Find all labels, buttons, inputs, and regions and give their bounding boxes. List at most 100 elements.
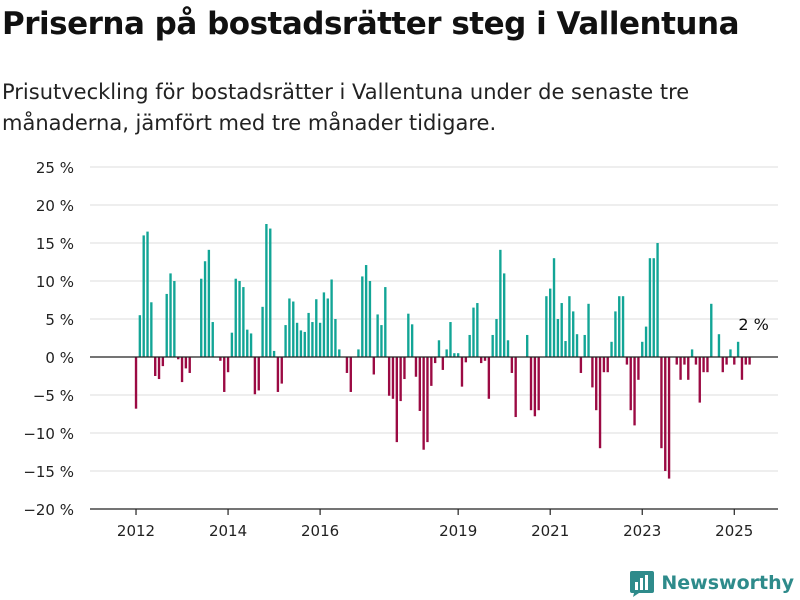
x-tick-label: 2014 <box>209 522 247 540</box>
bar-negative <box>460 357 464 387</box>
bar-negative <box>664 357 667 471</box>
x-axis: 2012 2014 2016 2019 2021 2023 2025 <box>90 508 778 540</box>
bar-positive <box>242 287 245 357</box>
y-tick-label: 0 % <box>45 349 74 367</box>
bar-positive <box>437 340 441 357</box>
bar-negative <box>157 357 161 380</box>
bar-negative <box>706 357 709 373</box>
bar-positive <box>575 334 579 357</box>
bar-positive <box>315 299 318 357</box>
bar-negative <box>510 357 514 373</box>
bar-negative <box>223 357 226 392</box>
bar-positive <box>357 349 360 357</box>
bar-positive <box>165 293 168 357</box>
bar-positive <box>261 306 264 357</box>
bar-negative <box>487 357 491 399</box>
bar-positive <box>614 311 617 357</box>
bar-negative <box>276 357 280 392</box>
bar-negative <box>721 357 724 373</box>
bar-positive <box>656 243 659 357</box>
bar-positive <box>468 334 471 357</box>
bar-positive <box>368 281 372 357</box>
bar-positive <box>200 278 203 357</box>
y-tick-label: −5 % <box>33 387 74 405</box>
bar-positive <box>272 350 276 357</box>
bar-positive <box>717 334 721 357</box>
bar-positive <box>572 311 575 357</box>
bar-negative <box>725 357 728 365</box>
bar-positive <box>564 341 567 357</box>
bar-negative <box>667 357 671 479</box>
bar-positive <box>549 288 552 357</box>
x-tick-label: 2025 <box>715 522 753 540</box>
bar-positive <box>146 231 149 357</box>
bar-negative <box>633 357 636 426</box>
bar-positive <box>407 313 410 357</box>
bar-positive <box>652 258 655 357</box>
bar-positive <box>326 298 329 357</box>
bar-positive <box>587 303 590 357</box>
bar-positive <box>456 353 460 357</box>
bar-positive <box>710 303 713 357</box>
bar-positive <box>211 322 214 357</box>
bar-positive <box>621 296 625 357</box>
bar-negative <box>579 357 583 373</box>
bar-negative <box>606 357 609 373</box>
y-tick-label: 10 % <box>36 273 74 291</box>
bar-negative <box>422 357 425 450</box>
bar-positive <box>506 340 510 357</box>
bar-positive <box>526 334 529 357</box>
bar-negative <box>744 357 747 365</box>
bar-positive <box>169 273 172 357</box>
bar-positive <box>472 307 475 357</box>
y-axis-tick-labels: −20 % −15 % −10 % −5 % 0 % 5 % 10 % 15 % 20 % 25 … <box>23 159 74 519</box>
bar-positive <box>449 322 452 357</box>
bar-negative <box>180 357 184 383</box>
y-tick-label: 5 % <box>45 311 74 329</box>
bar-negative <box>748 357 751 365</box>
bar-positive <box>288 298 291 357</box>
y-tick-label: 25 % <box>36 159 74 177</box>
bar-positive <box>249 333 253 357</box>
bar-negative <box>679 357 682 380</box>
bar-negative <box>345 357 349 373</box>
bar-negative <box>349 357 352 392</box>
bar-positive <box>476 303 479 357</box>
bar-positive <box>499 249 502 357</box>
bar-positive <box>610 341 613 357</box>
bar-positive <box>303 331 306 357</box>
bar-positive <box>545 296 548 357</box>
bar-positive <box>729 349 732 357</box>
bar-positive <box>736 341 740 357</box>
bar-negative <box>430 357 433 386</box>
bar-chart-logo-icon <box>630 571 655 597</box>
last-value-label: 2 % <box>738 315 768 334</box>
bar-negative <box>188 357 191 373</box>
bar-negative <box>675 357 678 365</box>
bar-positive <box>269 228 272 357</box>
bar-negative <box>591 357 594 388</box>
bar-negative <box>660 357 663 449</box>
bar-negative <box>637 357 640 380</box>
bar-negative <box>226 357 230 373</box>
bar-negative <box>464 357 468 363</box>
bar-negative <box>154 357 157 376</box>
bar-negative <box>395 357 398 443</box>
bar-negative <box>537 357 540 411</box>
bar-positive <box>338 349 341 357</box>
bar-positive <box>364 265 368 357</box>
bar-negative <box>479 357 483 364</box>
bar-negative <box>399 357 402 402</box>
bar-negative <box>391 357 395 399</box>
bar-negative <box>441 357 445 370</box>
bar-positive <box>618 296 621 357</box>
bar-negative <box>177 357 180 360</box>
bar-negative <box>683 357 686 365</box>
bar-positive <box>322 292 326 357</box>
logo-text: Newsworthy <box>661 572 794 594</box>
bar-positive <box>318 322 322 357</box>
y-tick-label: −10 % <box>23 425 74 443</box>
bar-positive <box>491 334 494 357</box>
bar-positive <box>230 332 234 357</box>
y-tick-label: 20 % <box>36 197 74 215</box>
